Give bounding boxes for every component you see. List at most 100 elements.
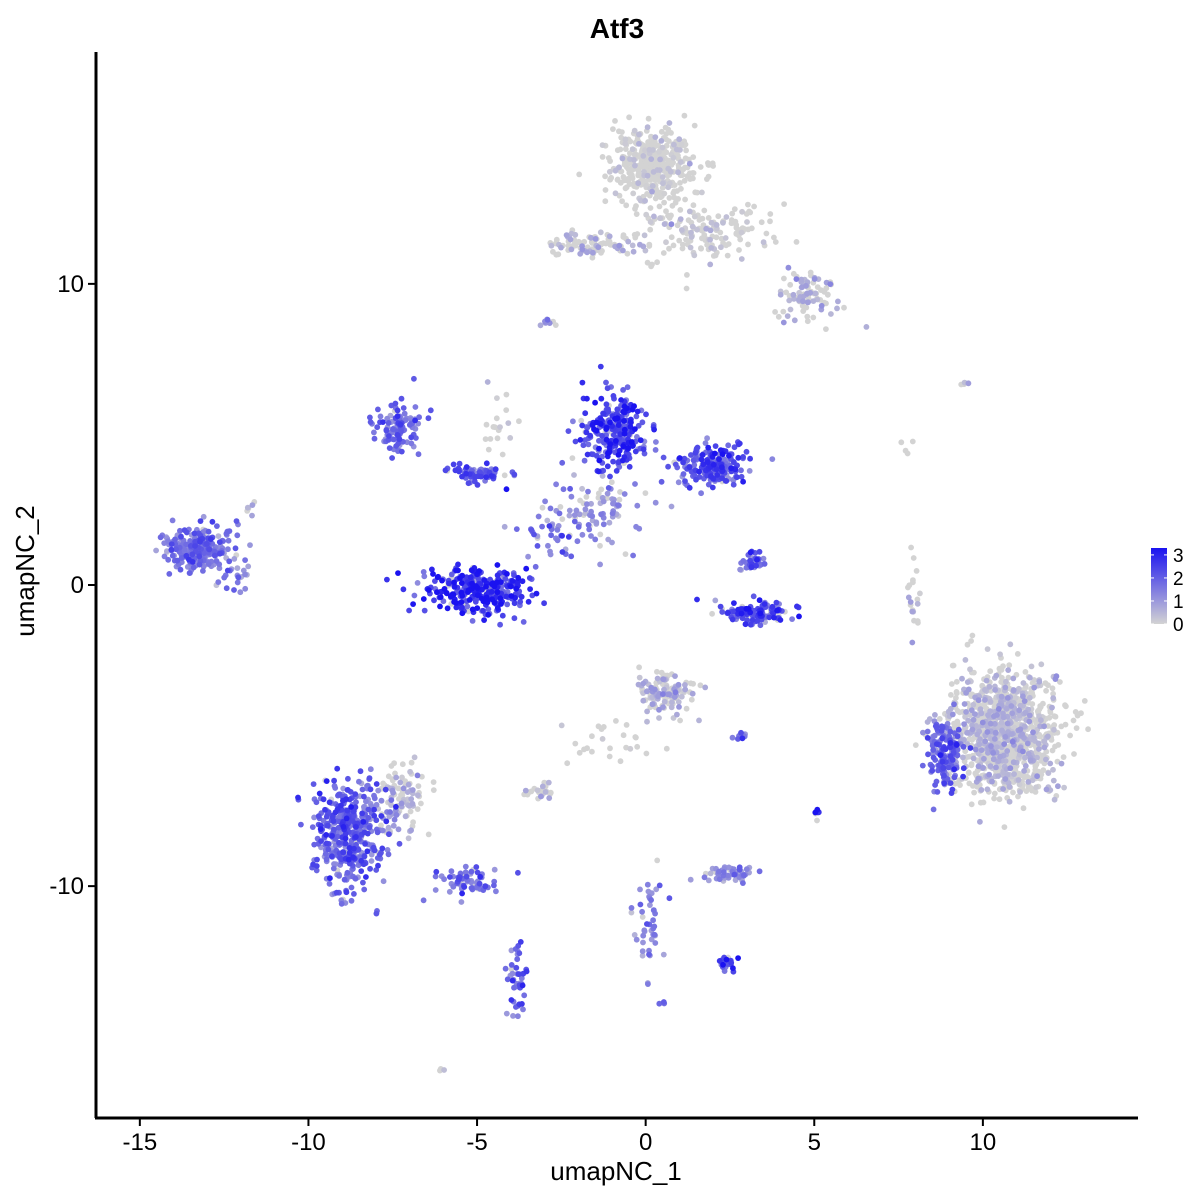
data-point: [344, 869, 351, 876]
data-point: [968, 707, 975, 714]
data-point: [738, 229, 745, 236]
data-point: [523, 565, 530, 572]
data-point: [702, 684, 709, 691]
data-point: [411, 592, 418, 599]
data-point: [633, 211, 640, 218]
data-point: [502, 965, 509, 972]
data-point: [181, 546, 188, 553]
data-point: [385, 851, 392, 858]
data-point: [371, 795, 378, 802]
data-point: [326, 799, 333, 806]
data-point: [796, 613, 802, 620]
data-point: [686, 160, 693, 167]
data-point: [637, 886, 643, 893]
data-point: [691, 213, 698, 220]
data-point: [679, 241, 686, 248]
data-point: [978, 747, 985, 753]
data-point: [407, 768, 413, 775]
data-point: [557, 504, 564, 510]
data-point: [196, 561, 203, 568]
data-point: [690, 202, 697, 209]
data-point: [976, 741, 983, 748]
data-point: [672, 689, 679, 696]
data-point: [606, 168, 613, 175]
data-point: [676, 237, 683, 244]
data-point: [527, 586, 533, 592]
data-point: [1073, 725, 1080, 731]
data-point: [640, 697, 647, 704]
data-point: [395, 826, 402, 833]
data-point: [1049, 704, 1055, 711]
data-point: [686, 484, 693, 491]
data-point: [1035, 707, 1042, 714]
data-point: [650, 907, 657, 914]
data-point: [567, 485, 573, 492]
data-point: [908, 544, 914, 551]
data-point: [696, 468, 702, 475]
data-point: [508, 997, 515, 1003]
data-point: [380, 780, 386, 787]
data-point: [599, 432, 605, 439]
data-point: [1051, 796, 1058, 803]
data-point: [388, 797, 395, 803]
data-point: [673, 146, 680, 153]
data-point: [689, 690, 696, 697]
data-point: [699, 215, 706, 222]
data-point: [526, 575, 533, 581]
data-point: [708, 219, 715, 226]
data-point: [984, 786, 991, 793]
data-point: [1009, 710, 1016, 717]
data-point: [361, 829, 368, 836]
data-point: [939, 758, 946, 765]
data-point: [917, 590, 923, 597]
data-point: [751, 203, 757, 210]
data-point: [675, 699, 682, 705]
data-point: [1027, 757, 1034, 764]
data-point: [310, 861, 316, 868]
data-point: [461, 884, 468, 890]
data-point: [713, 466, 720, 473]
data-point: [215, 579, 222, 585]
data-point: [1041, 723, 1047, 730]
data-point: [378, 813, 385, 819]
data-point: [740, 880, 746, 886]
data-point: [365, 814, 372, 821]
data-point: [644, 881, 651, 888]
data-point: [516, 418, 522, 425]
data-point: [1050, 766, 1056, 773]
data-point: [684, 272, 690, 278]
data-point: [351, 891, 357, 897]
data-point: [619, 457, 626, 464]
data-point: [964, 754, 971, 760]
data-point: [465, 480, 472, 487]
data-point: [625, 238, 632, 245]
data-point: [469, 580, 475, 587]
data-point: [925, 751, 931, 758]
data-point: [226, 528, 233, 534]
data-point: [358, 868, 365, 874]
data-point: [729, 734, 736, 741]
data-point: [595, 468, 602, 475]
data-point: [960, 773, 966, 780]
data-point: [977, 736, 983, 742]
data-point: [295, 794, 301, 801]
data-point: [322, 806, 328, 813]
data-point: [642, 197, 648, 204]
data-point: [325, 846, 332, 853]
data-point: [1060, 754, 1067, 760]
data-point: [511, 615, 518, 622]
data-point: [707, 227, 714, 234]
data-point: [629, 172, 635, 179]
data-point: [663, 208, 669, 215]
data-point: [617, 758, 624, 765]
data-point: [1015, 777, 1022, 783]
data-point: [712, 443, 719, 449]
data-point: [331, 861, 337, 867]
data-point: [789, 616, 795, 622]
data-point: [1010, 675, 1017, 682]
data-point: [371, 429, 377, 436]
data-point: [742, 621, 749, 628]
data-point: [719, 464, 725, 471]
